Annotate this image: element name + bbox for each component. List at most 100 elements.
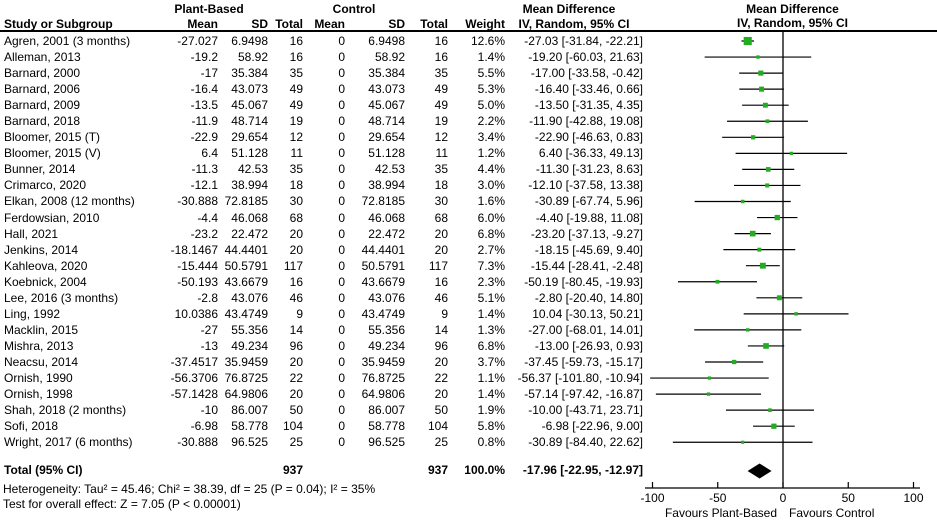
pb-total-cell: 18 — [289, 178, 303, 193]
pb-total-cell: 49 — [289, 82, 303, 97]
pb-mean-cell: -50.193 — [177, 274, 218, 289]
effect-square — [765, 183, 770, 188]
pb-mean-cell: -19.2 — [190, 50, 218, 65]
c-sd-cell: 48.714 — [368, 114, 405, 129]
total-row: Total (95% CI) 937 937 100.0% -17.96 [-2… — [0, 462, 643, 478]
c-total-cell: 16 — [434, 50, 448, 65]
study-name-cell: Barnard, 2006 — [4, 82, 81, 97]
pb-sd-cell: 43.4749 — [224, 306, 268, 321]
md-ci-cell: -19.20 [-60.03, 21.63] — [528, 50, 643, 65]
c-mean-cell: 0 — [338, 34, 345, 48]
c-mean-cell: 0 — [338, 194, 345, 209]
c-total-cell: 16 — [434, 34, 448, 48]
pb-total-cell: 16 — [289, 274, 303, 289]
heterogeneity-text: Heterogeneity: Tau² = 45.46; Chi² = 38.3… — [3, 482, 376, 496]
effect-square — [776, 295, 782, 301]
pb-mean-cell: -30.888 — [177, 194, 218, 209]
table-row: Ling, 1992 10.0386 43.4749 9 0 43.4749 9… — [0, 306, 643, 322]
pb-sd-cell: 64.9806 — [224, 387, 268, 402]
total-diamond — [747, 463, 772, 479]
c-sd-cell: 49.234 — [368, 338, 405, 353]
study-name-cell: Ornish, 1998 — [4, 387, 73, 402]
md-ci-cell: -18.15 [-45.69, 9.40] — [534, 242, 643, 257]
pb-total-cell: 12 — [289, 130, 303, 145]
pb-total-cell: 25 — [289, 435, 303, 450]
axis-tick-label: -100 — [640, 491, 664, 505]
pb-mean-cell: -18.1467 — [170, 242, 218, 257]
pb-mean-cell: 6.4 — [201, 146, 218, 161]
c-mean-cell: 0 — [338, 258, 345, 273]
c-sd-cell: 55.356 — [368, 322, 405, 337]
pb-sd-cell: 46.068 — [231, 210, 268, 225]
c-total-cell: 20 — [434, 226, 448, 241]
pb-sd-cell: 50.5791 — [224, 258, 268, 273]
pb-mean-cell: -12.1 — [190, 178, 218, 193]
total-label: Total (95% CI) — [4, 463, 83, 477]
pb-total-cell: 30 — [289, 194, 303, 209]
c-sd-cell: 35.9459 — [361, 354, 405, 369]
c-total-cell: 49 — [434, 82, 448, 97]
c-total-cell: 68 — [434, 210, 448, 225]
study-name-cell: Barnard, 2018 — [4, 114, 81, 129]
col-head-c-mean: Mean — [314, 17, 345, 31]
table-row: Ferdowsian, 2010 -4.4 46.068 68 0 46.068… — [0, 210, 643, 226]
md-ci-cell: -16.40 [-33.46, 0.66] — [534, 82, 643, 97]
pb-sd-cell: 43.076 — [231, 290, 268, 305]
table-row: Bloomer, 2015 (V) 6.4 51.128 11 0 51.128… — [0, 145, 643, 161]
md-ci-cell: -13.00 [-26.93, 0.93] — [534, 338, 643, 353]
weight-cell: 2.2% — [477, 114, 505, 129]
weight-cell: 1.9% — [477, 403, 505, 418]
md-ci-cell: -17.00 [-33.58, -0.42] — [530, 66, 643, 81]
c-mean-cell: 0 — [338, 130, 345, 145]
pb-total-cell: 20 — [289, 387, 303, 402]
c-sd-cell: 38.994 — [368, 178, 405, 193]
pb-mean-cell: -30.888 — [177, 435, 218, 450]
c-total-cell: 30 — [434, 194, 448, 209]
study-name-cell: Shah, 2018 (2 months) — [4, 403, 127, 418]
c-sd-cell: 72.8185 — [361, 194, 405, 209]
study-name-cell: Ornish, 1990 — [4, 370, 73, 385]
pb-sd-cell: 58.778 — [231, 419, 268, 434]
pb-mean-cell: -27 — [200, 322, 218, 337]
pb-sd-cell: 96.525 — [231, 435, 268, 450]
total-pb-total: 937 — [282, 463, 303, 477]
study-name-cell: Sofi, 2018 — [4, 419, 59, 434]
effect-square — [706, 392, 711, 396]
md-column-header-line1: Mean Difference — [522, 2, 616, 16]
c-sd-cell: 43.073 — [368, 82, 405, 97]
study-name-cell: Bunner, 2014 — [4, 162, 76, 177]
table-row: Bloomer, 2015 (T) -22.9 29.654 12 0 29.6… — [0, 129, 643, 145]
pb-total-cell: 22 — [289, 370, 303, 385]
c-sd-cell: 43.6679 — [361, 274, 405, 289]
pb-mean-cell: -10 — [200, 403, 218, 418]
pb-mean-cell: -4.4 — [197, 210, 218, 225]
pb-total-cell: 20 — [289, 226, 303, 241]
c-total-cell: 19 — [434, 114, 448, 129]
c-sd-cell: 45.067 — [368, 98, 405, 113]
pb-total-cell: 20 — [289, 242, 303, 257]
c-sd-cell: 43.076 — [368, 290, 405, 305]
pb-mean-cell: -2.8 — [197, 290, 218, 305]
effect-square — [794, 312, 798, 316]
weight-cell: 5.1% — [477, 290, 505, 305]
c-mean-cell: 0 — [338, 146, 345, 161]
c-mean-cell: 0 — [338, 306, 345, 321]
c-sd-cell: 6.9498 — [368, 34, 405, 48]
c-mean-cell: 0 — [338, 50, 345, 65]
pb-mean-cell: -57.1428 — [170, 387, 218, 402]
col-head-pb-total: Total — [275, 17, 303, 31]
study-name-cell: Crimarco, 2020 — [4, 178, 87, 193]
study-name-cell: Jenkins, 2014 — [4, 242, 79, 257]
c-total-cell: 20 — [434, 387, 448, 402]
pb-sd-cell: 48.714 — [231, 114, 268, 129]
pb-total-cell: 104 — [282, 419, 303, 434]
effect-square — [740, 199, 745, 204]
table-row: Shah, 2018 (2 months) -10 86.007 50 0 86… — [0, 402, 643, 418]
c-mean-cell: 0 — [338, 290, 345, 305]
c-total-cell: 12 — [434, 130, 448, 145]
study-name-cell: Alleman, 2013 — [4, 50, 81, 65]
pb-mean-cell: -13 — [200, 338, 218, 353]
col-head-c-total: Total — [420, 17, 448, 31]
weight-cell: 1.4% — [477, 306, 505, 321]
